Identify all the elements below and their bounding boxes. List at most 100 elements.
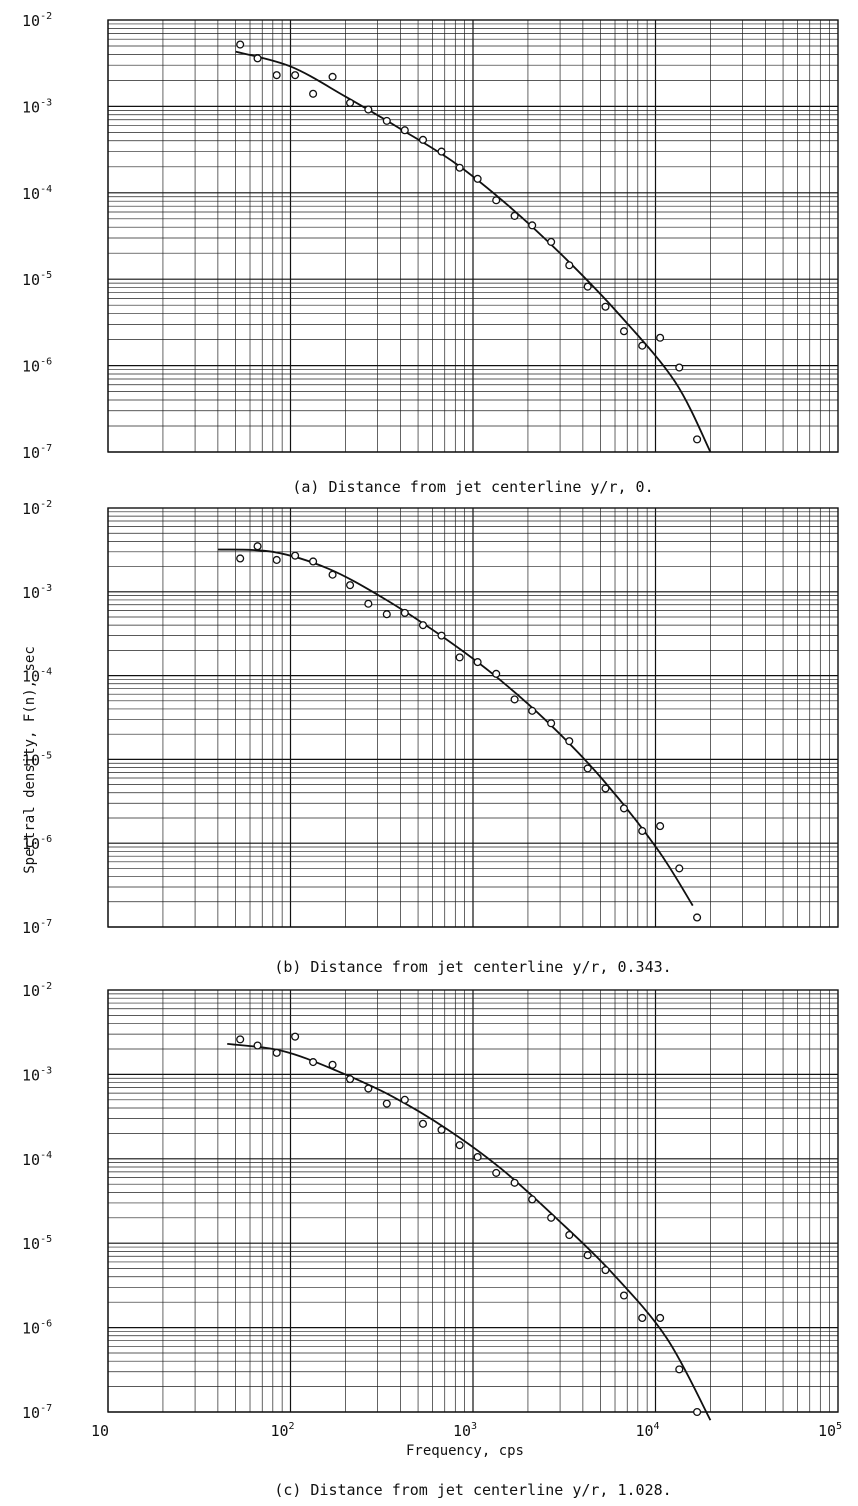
y-tick-label: 10-6: [22, 357, 52, 376]
data-point: [510, 211, 519, 220]
y-tick-label: 10-2: [22, 11, 52, 30]
panel-caption: (a) Distance from jet centerline y/r, 0.: [292, 478, 653, 496]
y-tick-label: 10-7: [22, 443, 52, 462]
data-point: [272, 71, 281, 80]
fit-curve: [235, 50, 712, 453]
data-point: [455, 653, 464, 662]
data-point: [364, 599, 373, 608]
data-point: [619, 327, 629, 336]
x-tick-label: 104: [635, 1421, 659, 1440]
data-point: [693, 435, 702, 444]
data-points: [236, 542, 702, 922]
data-point: [638, 826, 647, 836]
chart-panel-a: 10-2 10-3 10-4 10-5 10-6 10-7 (a) Distance fro…: [22, 11, 839, 496]
y-tick-label: 10-3: [22, 97, 52, 116]
panel-caption: (b) Distance from jet centerline y/r, 0.…: [274, 958, 671, 976]
data-point: [272, 1048, 281, 1057]
data-point: [583, 282, 592, 291]
data-point: [492, 1168, 501, 1177]
fit-curve: [227, 1042, 712, 1421]
data-point: [455, 1141, 464, 1150]
data-point: [328, 1060, 337, 1069]
data-point: [291, 1032, 300, 1041]
data-point: [346, 1075, 355, 1084]
horizontal-gridlines: [108, 23, 838, 453]
data-point: [547, 719, 556, 728]
data-points: [236, 40, 702, 444]
horizontal-gridlines: [108, 993, 838, 1413]
chart-panels: 10-2 10-3 10-4 10-5 10-6 10-7 (a) Distance fro…: [22, 11, 842, 1499]
data-point: [583, 1251, 592, 1260]
data-point: [382, 1099, 391, 1108]
data-point: [364, 105, 373, 114]
data-point: [528, 1195, 537, 1204]
data-point: [473, 658, 482, 667]
data-point: [382, 610, 391, 619]
data-point: [601, 1266, 610, 1275]
data-point: [547, 237, 556, 246]
plot-frame: [107, 19, 839, 453]
data-point: [675, 864, 684, 873]
data-point: [291, 71, 300, 80]
data-point: [291, 551, 300, 560]
data-point: [346, 98, 355, 107]
data-point: [675, 363, 684, 372]
data-point: [309, 557, 318, 566]
plot-frame: [107, 989, 839, 1413]
data-point: [364, 1084, 373, 1093]
data-point: [656, 822, 665, 831]
data-point: [565, 1230, 574, 1240]
data-point: [437, 631, 446, 640]
data-point: [565, 737, 574, 746]
y-tick-label: 10-2: [22, 499, 52, 518]
data-point: [510, 695, 519, 704]
data-point: [510, 1178, 519, 1187]
plot-frame: [107, 507, 839, 928]
y-tick-label: 10-5: [22, 1234, 52, 1253]
x-tick-label: 105: [818, 1421, 842, 1440]
data-point: [693, 1407, 702, 1417]
data-point: [328, 72, 337, 81]
data-point: [656, 1313, 665, 1323]
data-point: [272, 555, 281, 564]
y-tick-label: 10-3: [22, 1065, 52, 1084]
data-point: [583, 764, 592, 773]
data-point: [418, 1119, 428, 1128]
x-axis-label: Frequency, cps: [406, 1443, 524, 1459]
data-point: [528, 706, 537, 715]
x-tick-label: 10: [91, 1422, 109, 1440]
data-point: [418, 621, 428, 630]
data-point: [253, 542, 262, 551]
y-tick-label: 10-5: [22, 270, 52, 289]
y-tick-label: 10-4: [22, 1150, 52, 1169]
y-tick-label: 10-2: [22, 981, 52, 1000]
data-point: [418, 135, 428, 144]
data-point: [675, 1365, 684, 1374]
data-points: [236, 1032, 702, 1417]
x-tick-label: 103: [453, 1421, 477, 1440]
data-point: [253, 54, 262, 63]
data-point: [236, 554, 245, 563]
y-axis-label: Spectral density, F(n), sec: [22, 646, 38, 874]
data-point: [400, 126, 409, 135]
y-tick-label: 10-7: [22, 1403, 52, 1422]
data-point: [437, 1125, 446, 1134]
data-point: [693, 913, 702, 922]
y-tick-label: 10-3: [22, 583, 52, 602]
vertical-gridlines: [107, 990, 830, 1412]
data-point: [601, 784, 610, 793]
y-tick-label: 10-6: [22, 1319, 52, 1338]
data-point: [236, 1035, 245, 1044]
data-point: [601, 302, 610, 311]
data-point: [328, 570, 337, 579]
chart-panel-c: 10-2 10-3 10-4 10-5 10-6 10-7 (c) Distance fro…: [22, 981, 842, 1499]
data-point: [346, 581, 355, 590]
data-point: [473, 1152, 482, 1162]
data-point: [309, 89, 318, 98]
chart-panel-b: 10-2 10-3 10-4 10-5 10-6 10-7 (b) Distance fro…: [22, 499, 839, 976]
data-point: [400, 608, 409, 617]
data-point: [236, 40, 245, 49]
vertical-gridlines: [107, 20, 830, 452]
panel-caption: (c) Distance from jet centerline y/r, 1.…: [274, 1481, 671, 1499]
